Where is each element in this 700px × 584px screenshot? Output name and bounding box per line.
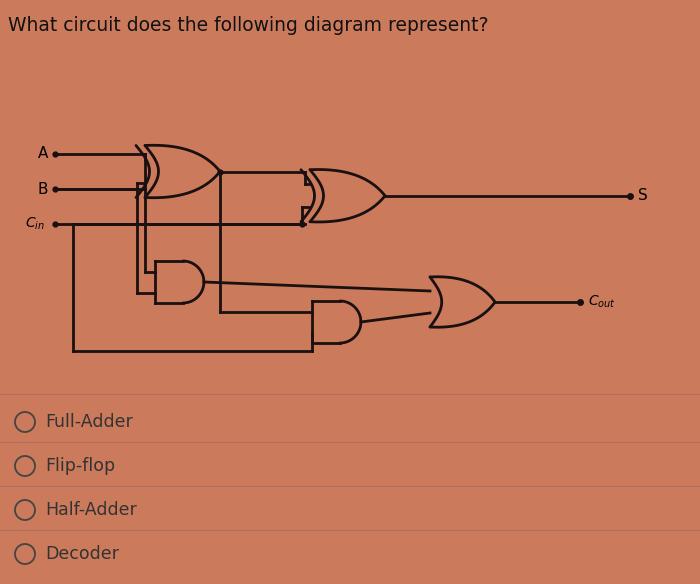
Text: A: A: [38, 147, 48, 162]
Text: $C_{out}$: $C_{out}$: [588, 294, 616, 310]
Text: Decoder: Decoder: [45, 545, 119, 563]
Text: What circuit does the following diagram represent?: What circuit does the following diagram …: [8, 16, 489, 35]
Text: Flip-flop: Flip-flop: [45, 457, 115, 475]
Text: S: S: [638, 188, 648, 203]
Text: $C_{in}$: $C_{in}$: [25, 216, 45, 232]
Text: Half-Adder: Half-Adder: [45, 501, 136, 519]
Text: Full-Adder: Full-Adder: [45, 413, 133, 431]
Text: B: B: [38, 182, 48, 196]
